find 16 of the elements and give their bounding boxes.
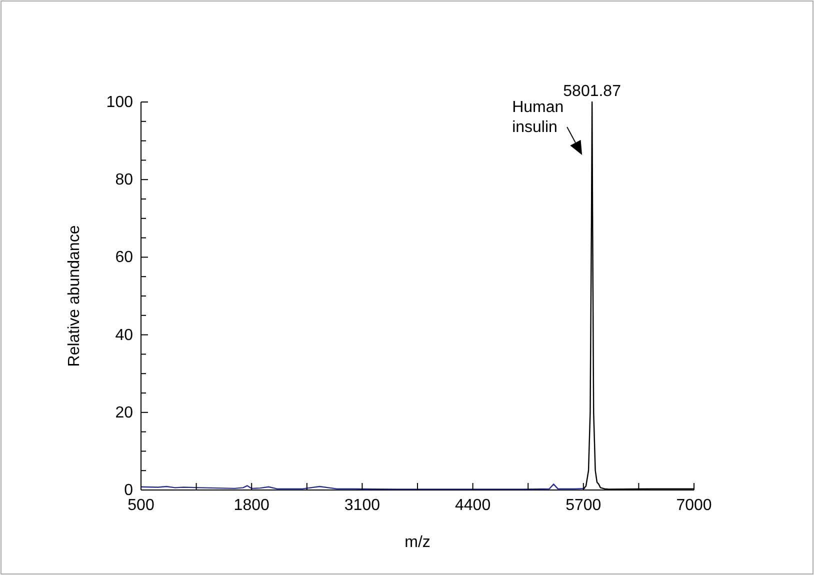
x-tick-label: 500 [128,497,154,514]
y-tick-label: 100 [106,94,134,111]
y-tick-label: 40 [115,326,134,344]
y-tick-label: 0 [124,482,134,499]
x-tick-label: 4400 [455,497,491,514]
x-tick-label: 1800 [234,497,270,514]
y-tick-label: 80 [115,172,134,189]
x-tick-label: 3100 [344,497,380,514]
y-tick-label: 60 [115,249,134,266]
x-axis-title: m/z [404,534,430,551]
annotation: Human insulin [512,99,564,136]
y-tick-label: 20 [115,404,134,422]
x-tick-label: 5700 [566,497,602,514]
annotation: 5801.87 [563,83,622,100]
x-tick-label: 7000 [676,497,712,514]
y-axis-title: Relative abundance [66,225,83,367]
